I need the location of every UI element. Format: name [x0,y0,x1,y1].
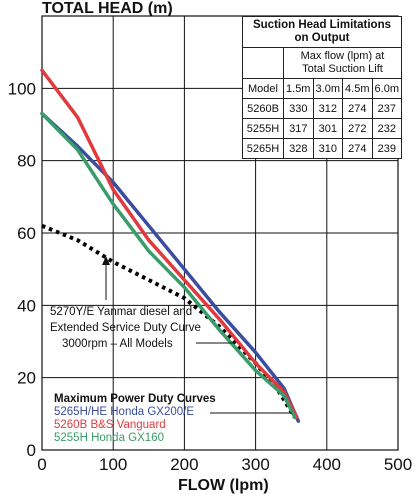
flow-cell: 272 [342,118,373,139]
flow-cell: 310 [312,138,344,158]
lift-header-cell: 6.0m [371,78,401,99]
suction-table-subheader-row: Max flow (lpm) at Total Suction Lift [243,48,401,79]
y-tick-label: 60 [17,224,36,243]
annotation-line-3: 3000rpm – All Models [62,338,173,350]
x-tick-label: 0 [37,455,46,474]
x-tick-labels: 0 100 200 300 400 500 [37,455,412,474]
legend-item-bs-vanguard: 5260B B&S Vanguard [54,419,166,431]
annotation-line-2: Extended Service Duty Curve [50,322,201,334]
table-row: 5255H 317 301 272 232 [243,118,401,139]
y-axis-title: TOTAL HEAD (m) [42,0,173,17]
suction-table-title-line-2: on Output [294,32,350,44]
suction-table-title-line-1: Suction Head Limitations [252,19,391,31]
y-tick-labels: 0 20 40 60 80 100 [8,79,36,460]
legend-title: Maximum Power Duty Curves [54,393,216,405]
x-tick-label: 500 [384,455,412,474]
flow-cell: 328 [283,138,314,158]
lift-header-cell: 4.5m [342,78,373,99]
table-row: 5260B 330 312 274 237 [243,98,401,119]
table-row: 5265H 328 310 274 239 [243,138,401,158]
annotation-arrow-head [102,256,110,265]
flow-cell: 239 [371,138,401,158]
flow-cell: 312 [312,98,344,119]
flow-cell: 317 [283,118,314,139]
annotation-line-1: 5270Y/E Yanmar diesel and [50,306,192,318]
suction-table-grid: Max flow (lpm) at Total Suction Lift Mod… [243,48,401,158]
y-tick-label: 0 [27,441,36,460]
model-cell: 5265H [243,138,284,158]
suction-table-subheader: Max flow (lpm) at Total Suction Lift [283,48,401,79]
flow-cell: 232 [371,118,401,139]
flow-cell: 237 [371,98,401,119]
model-header-cell: Model [243,78,284,99]
y-tick-label: 80 [17,152,36,171]
suction-subheader-line-2: Total Suction Lift [302,63,383,75]
model-cell: 5260B [243,98,284,119]
flow-cell: 330 [283,98,314,119]
series-line-1 [40,111,301,423]
x-tick-label: 400 [313,455,341,474]
suction-subheader-line-1: Max flow (lpm) at [300,50,385,62]
suction-head-table: Suction Head Limitations on Output Max f… [242,16,402,159]
lift-header-cell: 1.5m [283,78,314,99]
x-tick-label: 200 [170,455,198,474]
x-axis-title: FLOW (lpm) [178,477,269,494]
series-line-2 [40,68,299,420]
flow-cell: 274 [342,98,373,119]
flow-cell: 301 [312,118,344,139]
suction-table-title: Suction Head Limitations on Output [243,17,401,48]
x-tick-label: 100 [99,455,127,474]
suction-table-header-row: Model 1.5m 3.0m 4.5m 6.0m [243,78,401,99]
lift-header-cell: 3.0m [312,78,344,99]
series-lines [40,68,301,423]
x-tick-label: 300 [241,455,269,474]
series-line-3 [40,111,297,420]
y-tick-label: 20 [17,369,36,388]
suction-table-blank-cell [243,48,284,79]
legend-item-honda-gx200: 5265H/HE Honda GX200/E [54,406,194,418]
flow-cell: 274 [342,138,373,158]
legend-item-honda-gx160: 5255H Honda GX160 [54,432,164,444]
model-cell: 5255H [243,118,284,139]
y-tick-label: 100 [8,79,36,98]
y-tick-label: 40 [17,296,36,315]
